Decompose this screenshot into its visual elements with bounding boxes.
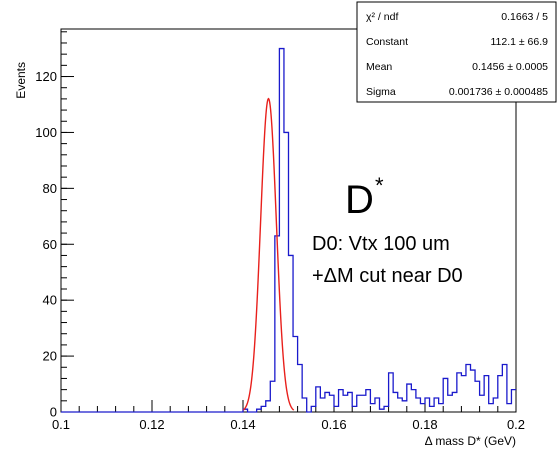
annotation-line-1: D0: Vtx 100 um [312,233,450,255]
y-tick-label: 40 [43,293,57,308]
stats-constant-value: 112.1 ± 66.9 [490,36,548,48]
x-tick-label: 0.14 [230,417,255,432]
plot-frame [60,28,517,413]
histogram-series-line [61,47,516,413]
stats-sigma-label: Sigma [366,86,396,98]
x-tick-label: 0.1 [52,417,70,432]
stats-sigma-value: 0.001736 ± 0.000485 [449,86,548,98]
y-tick-label: 80 [43,181,57,196]
y-tick-label: 100 [35,125,57,140]
x-tick-label: 0.18 [412,417,437,432]
annotation-particle: D [345,178,374,222]
y-axis-title: Events [14,62,28,99]
stats-mean-label: Mean [366,61,392,73]
y-tick-label: 0 [50,405,57,420]
annotation-line-2: +ΔM cut near D0 [312,265,463,287]
stats-chi2-value: 0.1663 / 5 [501,11,548,23]
stats-mean-value: 0.1456 ± 0.0005 [472,61,548,73]
y-tick-label: 120 [35,69,57,84]
stats-constant-label: Constant [366,36,408,48]
y-axis: 0 20 40 60 80 100 120 [35,31,74,420]
y-tick-label: 20 [43,349,57,364]
x-tick-label: 0.12 [139,417,164,432]
histogram-layer [61,47,516,413]
fit-stats-box: χ² / ndf 0.1663 / 5 Constant 112.1 ± 66.… [356,1,557,103]
fit-layer [242,97,295,411]
stats-box-frame [356,1,557,103]
x-tick-label: 0.16 [321,417,346,432]
y-tick-label: 60 [43,237,57,252]
annotation-particle-superscript: * [375,173,384,198]
stats-chi2-label: χ² / ndf [366,11,398,23]
gaussian-fit-curve [242,97,295,411]
x-tick-label: 0.2 [507,417,525,432]
x-axis-title: Δ mass D* (GeV) [425,434,516,448]
